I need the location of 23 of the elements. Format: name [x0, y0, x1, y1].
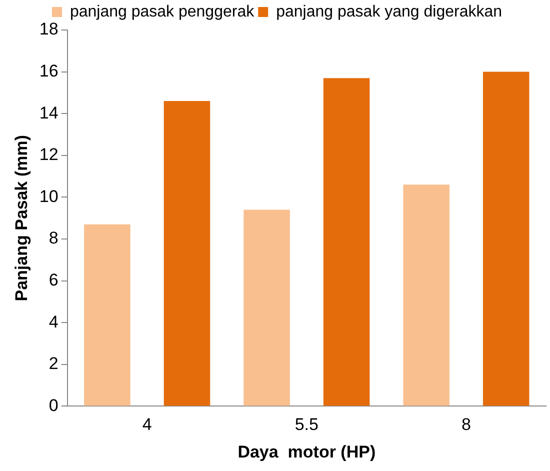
x-tick-label: 5.5	[294, 415, 318, 434]
y-tick-label: 12	[39, 145, 58, 164]
y-axis-title: Panjang Pasak (mm)	[12, 134, 31, 302]
y-tick-label: 16	[39, 61, 58, 80]
legend-label: panjang pasak penggerak	[70, 3, 256, 20]
y-tick-label: 6	[48, 270, 58, 290]
x-tick-label: 4	[142, 415, 152, 434]
bar	[84, 224, 130, 406]
bar	[482, 72, 530, 406]
y-tick-label: 8	[48, 228, 58, 248]
y-tick-label: 0	[48, 396, 58, 415]
y-tick-label: 2	[48, 354, 58, 374]
y-tick-label: 10	[39, 186, 58, 206]
legend-label: panjang pasak yang digerakkan	[276, 3, 502, 20]
bar	[164, 101, 210, 406]
y-tick-label: 18	[39, 20, 58, 39]
y-tick-label: 4	[48, 312, 58, 332]
x-tick-label: 8	[461, 415, 471, 434]
bar	[323, 78, 370, 406]
bar	[244, 210, 290, 406]
x-axis-title: Daya motor (HP)	[238, 442, 376, 462]
bar	[403, 184, 450, 406]
y-tick-label: 14	[39, 103, 58, 122]
